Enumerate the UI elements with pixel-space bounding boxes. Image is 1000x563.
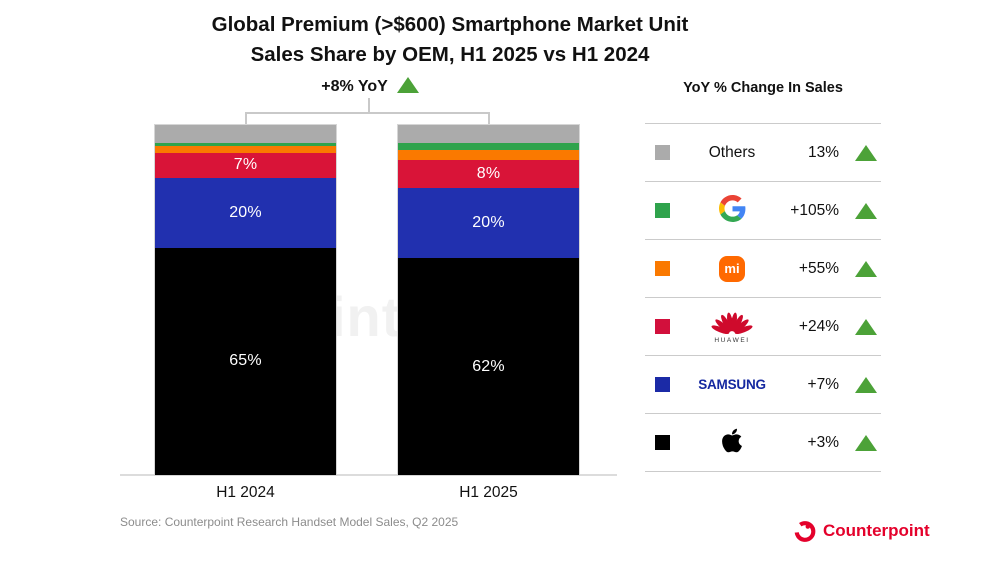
huawei-yoy-value: +24% (798, 317, 839, 335)
bar-segment-samsung-h1-2024: 20% (155, 177, 336, 248)
bar-segment-huawei-h1-2024: 7% (155, 153, 336, 178)
bar-segment-apple-h1-2024: 65% (155, 247, 336, 475)
bar-segment-apple-h1-2025: 62% (398, 258, 579, 475)
counterpoint-mark-icon (794, 521, 816, 542)
bracket-stem-line (368, 98, 370, 113)
legend-rows: Others 13% +105% mi +55% HUAWEI +24% SAMSUNG +7%… (645, 123, 881, 472)
bracket-horizontal-line (245, 112, 490, 114)
samsung-yoy-value: +7% (807, 375, 839, 393)
huawei-logo-icon: HUAWEI (710, 310, 754, 344)
xiaomi-yoy-value: +55% (798, 259, 839, 277)
counterpoint-watermark: int (330, 285, 402, 348)
samsung-logo-wordmark: SAMSUNG (698, 377, 766, 392)
bar-segment-xiaomi-h1-2024 (155, 146, 336, 153)
total-yoy-label: +8% YoY (250, 77, 490, 96)
legend-row-google: +105% (645, 181, 881, 239)
google-color-swatch (655, 203, 670, 218)
total-yoy-text: +8% YoY (321, 78, 388, 95)
legend-header: YoY % Change In Sales (683, 80, 843, 96)
bar-segment-others-h1-2025 (398, 125, 579, 143)
up-triangle-icon (855, 260, 877, 277)
huawei-color-swatch (655, 319, 670, 334)
xiaomi-logo-icon: mi (719, 255, 745, 282)
bar-segment-others-h1-2024 (155, 125, 336, 143)
bar-segment-samsung-h1-2025: 20% (398, 188, 579, 258)
up-triangle-icon (396, 77, 419, 93)
up-triangle-icon (855, 144, 877, 161)
bar-segment-google-h1-2025 (398, 142, 579, 150)
stacked-bar-h1-2025: 8% 20% 62% (397, 124, 580, 476)
x-axis-label-h1-2025: H1 2025 (459, 484, 518, 501)
counterpoint-wordmark: Counterpoint (823, 521, 930, 540)
bracket-right-drop-line (488, 112, 490, 126)
others-yoy-value: 13% (807, 143, 839, 161)
up-triangle-icon (855, 318, 877, 335)
xiaomi-color-swatch (655, 261, 670, 276)
google-yoy-value: +105% (790, 201, 839, 219)
counterpoint-logo: Counterpoint (793, 519, 930, 543)
bracket-left-drop-line (245, 112, 247, 126)
up-triangle-icon (855, 202, 877, 219)
bar-segment-huawei-h1-2025: 8% (398, 160, 579, 188)
others-label: Others (708, 143, 756, 161)
legend-row-samsung: SAMSUNG +7% (645, 355, 881, 413)
source-note: Source: Counterpoint Research Handset Mo… (120, 515, 459, 529)
apple-color-swatch (655, 435, 670, 450)
google-logo-icon (718, 194, 746, 227)
bar-segment-google-h1-2024 (155, 142, 336, 146)
chart-title-line2: Sales Share by OEM, H1 2025 vs H1 2024 (250, 43, 650, 66)
legend-row-xiaomi: mi +55% (645, 239, 881, 297)
bar-chart-area: 7% 20% 65% 8% 20% 62% (0, 124, 1000, 476)
stacked-bar-h1-2024: 7% 20% 65% (154, 124, 337, 476)
legend-panel: YoY % Change In Sales Others 13% +105% mi +5… (645, 80, 881, 472)
up-triangle-icon (855, 434, 877, 451)
chart-title: Global Premium (>$600) Smartphone Market… (170, 10, 730, 70)
up-triangle-icon (855, 376, 877, 393)
apple-logo-icon (721, 427, 743, 459)
chart-title-line1: Global Premium (>$600) Smartphone Market… (211, 13, 689, 36)
legend-row-huawei: HUAWEI +24% (645, 297, 881, 355)
samsung-color-swatch (655, 377, 670, 392)
legend-row-apple: +3% (645, 413, 881, 472)
others-color-swatch (655, 145, 670, 160)
apple-yoy-value: +3% (807, 433, 839, 451)
x-axis-label-h1-2024: H1 2024 (216, 484, 275, 501)
x-axis-line (120, 474, 617, 476)
legend-row-others: Others 13% (645, 123, 881, 181)
bar-segment-xiaomi-h1-2025 (398, 149, 579, 160)
